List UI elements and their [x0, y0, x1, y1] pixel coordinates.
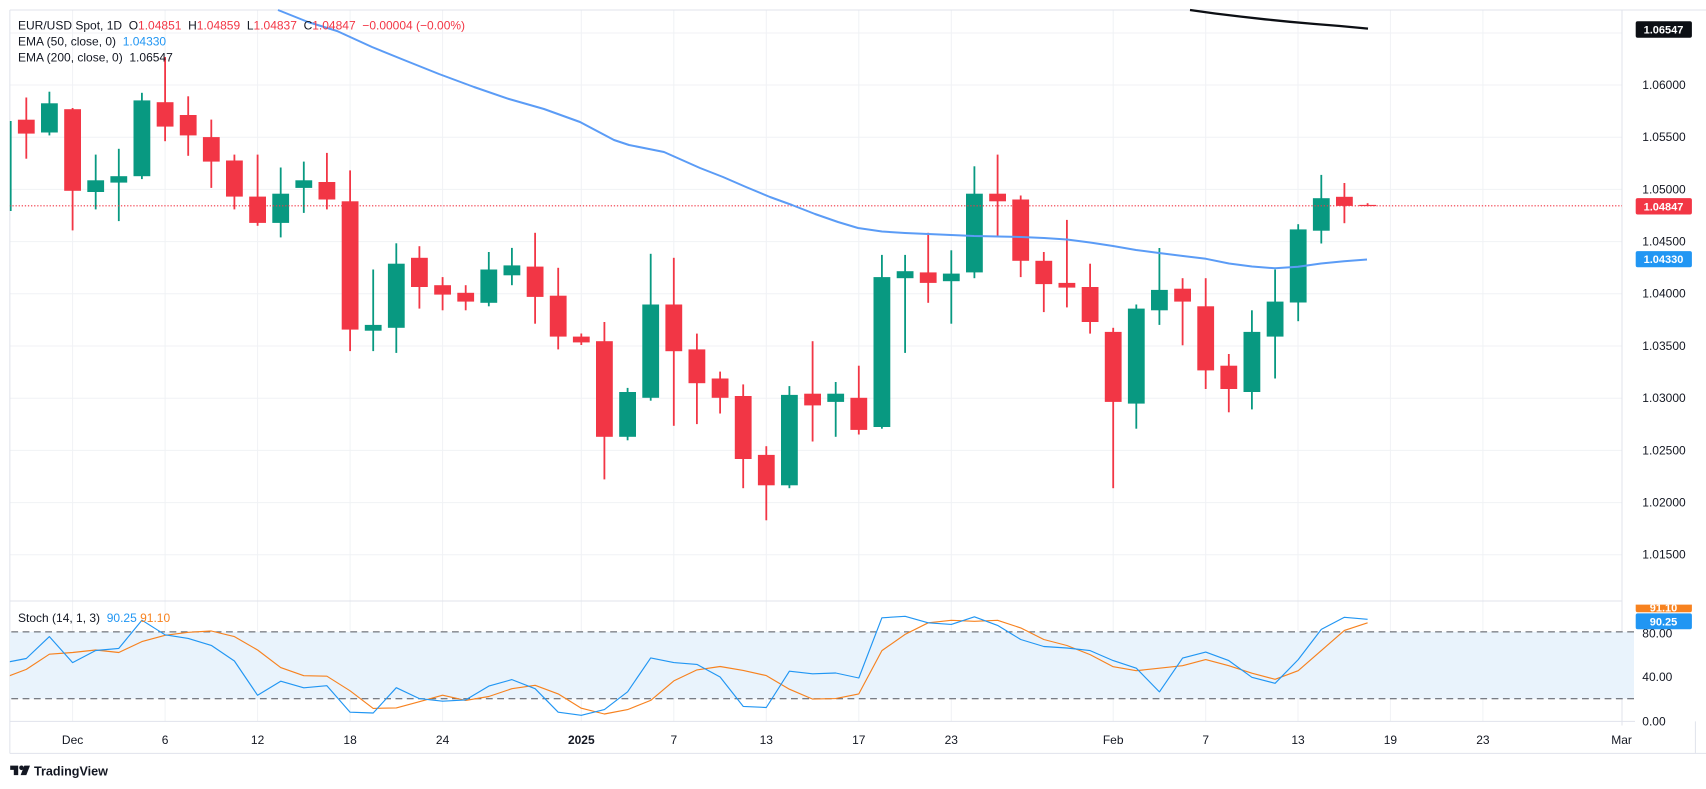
- svg-text:Mar: Mar: [1611, 733, 1632, 747]
- svg-text:1.04330: 1.04330: [1644, 254, 1684, 266]
- svg-text:13: 13: [760, 733, 774, 747]
- svg-text:12: 12: [251, 733, 265, 747]
- svg-text:23: 23: [1476, 733, 1490, 747]
- svg-text:1.01500: 1.01500: [1642, 548, 1686, 562]
- svg-text:0.00: 0.00: [1642, 714, 1666, 728]
- svg-text:Stoch (14, 1, 3) 90.25 91.10: Stoch (14, 1, 3) 90.25 91.10: [18, 611, 170, 625]
- svg-text:TradingView: TradingView: [34, 765, 108, 779]
- svg-text:7: 7: [670, 733, 677, 747]
- svg-text:80.00: 80.00: [1642, 626, 1672, 640]
- svg-text:18: 18: [343, 733, 357, 747]
- svg-text:Dec: Dec: [62, 733, 83, 747]
- svg-text:13: 13: [1291, 733, 1305, 747]
- svg-text:1.05500: 1.05500: [1642, 130, 1686, 144]
- svg-text:1.02000: 1.02000: [1642, 496, 1686, 510]
- svg-text:2025: 2025: [568, 733, 595, 747]
- svg-text:24: 24: [436, 733, 450, 747]
- svg-text:17: 17: [852, 733, 866, 747]
- svg-text:EUR/USD Spot, 1D O1.04851 H1: EUR/USD Spot, 1D O1.04851 H1.04859 L1.04…: [18, 19, 465, 33]
- svg-text:1.05000: 1.05000: [1642, 182, 1686, 196]
- svg-text:1.04847: 1.04847: [1644, 201, 1684, 213]
- svg-text:1.03500: 1.03500: [1642, 339, 1686, 353]
- svg-text:1.03000: 1.03000: [1642, 391, 1686, 405]
- svg-text:EMA (50, close, 0) 1.04330: EMA (50, close, 0) 1.04330: [18, 35, 166, 49]
- svg-text:7: 7: [1202, 733, 1209, 747]
- svg-text:40.00: 40.00: [1642, 670, 1672, 684]
- svg-text:1.04500: 1.04500: [1642, 235, 1686, 249]
- svg-text:19: 19: [1384, 733, 1398, 747]
- svg-text:6: 6: [162, 733, 169, 747]
- svg-text:91.10: 91.10: [1650, 602, 1678, 614]
- svg-text:1.06000: 1.06000: [1642, 78, 1686, 92]
- svg-text:Feb: Feb: [1103, 733, 1124, 747]
- svg-text:23: 23: [945, 733, 959, 747]
- svg-text:EMA (200, close, 0) 1.06547: EMA (200, close, 0) 1.06547: [18, 51, 173, 65]
- svg-text:1.02500: 1.02500: [1642, 443, 1686, 457]
- svg-text:90.25: 90.25: [1650, 616, 1678, 628]
- svg-text:1.04000: 1.04000: [1642, 287, 1686, 301]
- svg-text:1.06547: 1.06547: [1644, 25, 1684, 37]
